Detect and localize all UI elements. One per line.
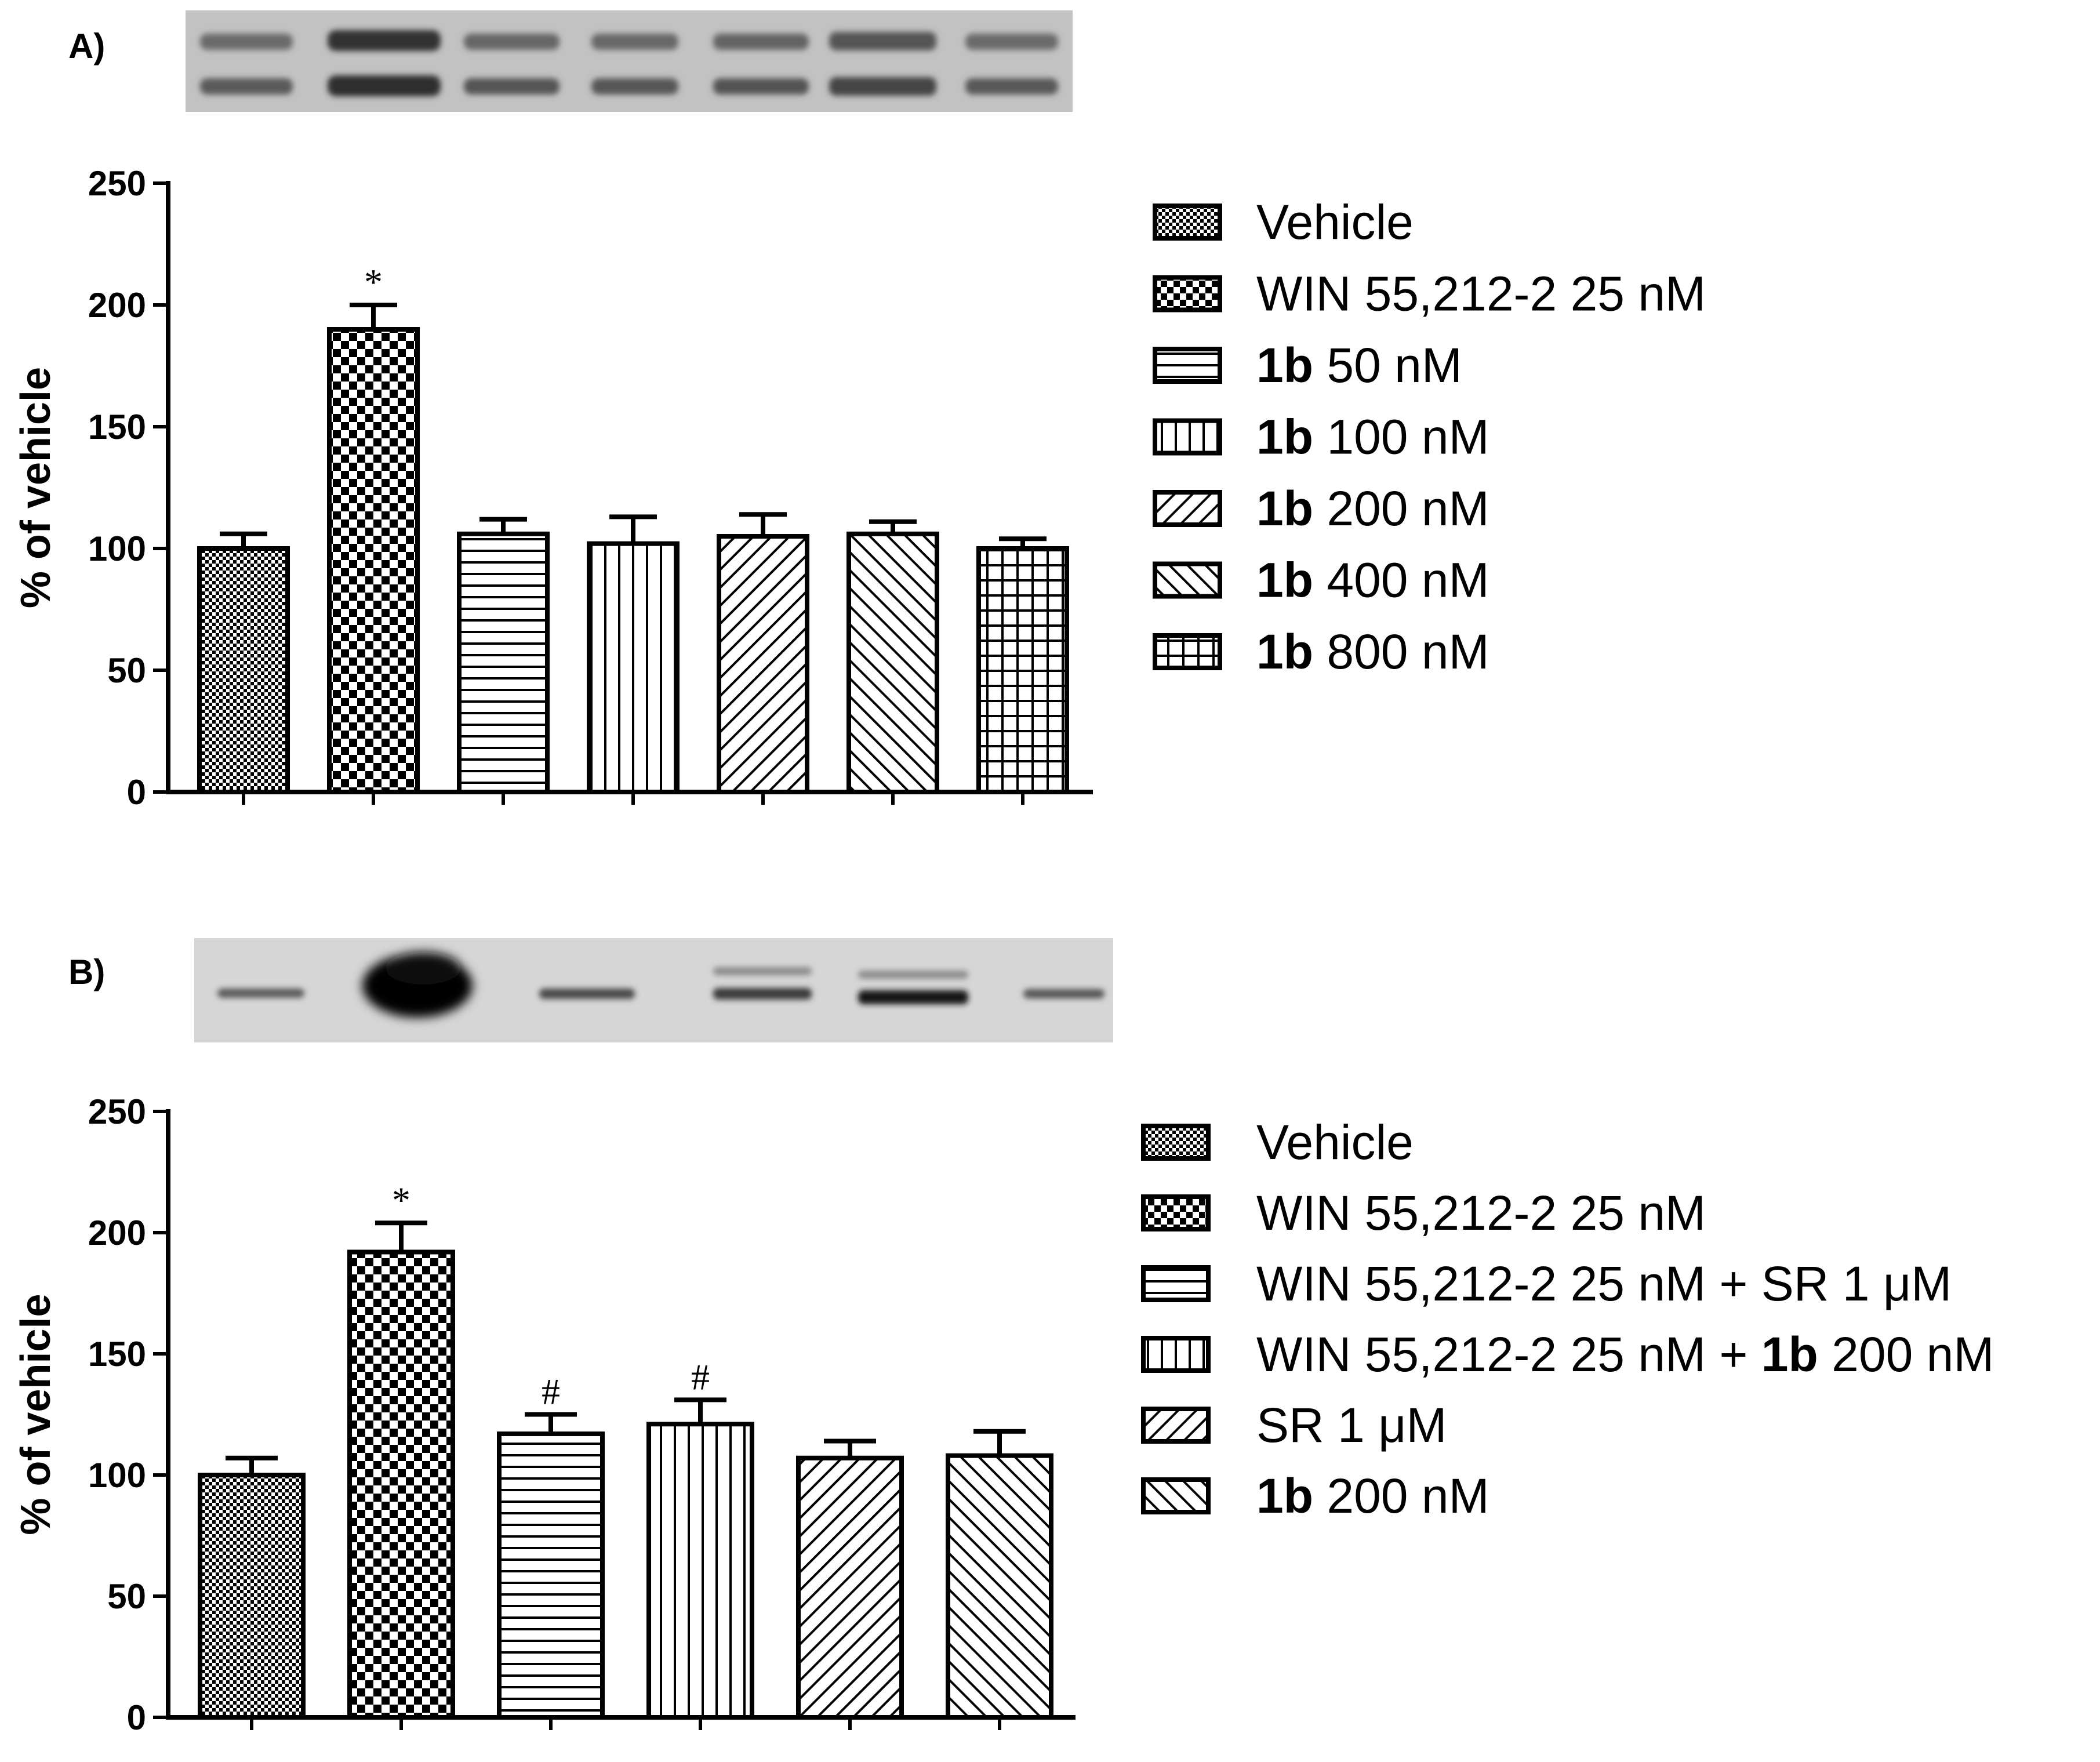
bar: [796, 1455, 904, 1720]
legend-swatch: [1141, 1336, 1211, 1373]
y-tick-label: 200: [88, 1214, 146, 1252]
legend-label: 1b 200 nM: [1256, 481, 1489, 536]
legend-label: WIN 55,212-2 25 nM: [1256, 1186, 1706, 1240]
legend-label: 1b 200 nM: [1256, 1469, 1489, 1523]
plot-b: * # #0 50 100 150 200 250 % of vehicle: [13, 1092, 1076, 1737]
y-tick-label: 250: [88, 1092, 146, 1131]
legend-b: Vehicle WIN 55,212-2 25 nM WIN 55,212-2 25…: [1141, 1115, 1994, 1523]
bar: [497, 1431, 605, 1720]
legend-label: 1b 50 nM: [1256, 338, 1462, 393]
western-blot-b: [194, 938, 1113, 1042]
legend-label: 1b 400 nM: [1256, 553, 1489, 608]
bar: [646, 1422, 754, 1720]
significance-label: *: [364, 261, 383, 303]
legend-swatch: [1141, 1194, 1211, 1231]
y-tick-label: 0: [127, 773, 146, 812]
y-tick-label: 200: [88, 286, 146, 325]
y-tick-label: 150: [88, 1335, 146, 1374]
y-axis-title: % of vehicle: [13, 1294, 59, 1535]
legend-label: WIN 55,212-2 25 nM + SR 1 μM: [1256, 1256, 1952, 1311]
y-tick-label: 250: [88, 164, 146, 203]
bar: [587, 541, 680, 794]
y-tick-label: 0: [127, 1698, 146, 1737]
bar: [457, 531, 550, 794]
legend-swatch: [1153, 418, 1222, 456]
legend-label: WIN 55,212-2 25 nM: [1256, 267, 1706, 321]
legend-swatch: [1153, 633, 1222, 670]
legend-label: Vehicle: [1256, 195, 1414, 249]
panel-label-a: A): [68, 27, 105, 66]
bar: [846, 531, 939, 794]
legend-swatch: [1141, 1477, 1211, 1514]
legend-swatch: [1141, 1124, 1211, 1161]
bar: [347, 1249, 455, 1720]
legend-swatch: [1153, 347, 1222, 384]
legend-label: WIN 55,212-2 25 nM + 1b 200 nM: [1256, 1327, 1994, 1382]
bar: [327, 327, 420, 794]
legend-label: 1b 800 nM: [1256, 624, 1489, 679]
plot-a: * 0 50 100 150 200 250 % of vehicle: [13, 164, 1093, 812]
y-tick-label: 150: [88, 408, 146, 446]
western-blot-a: [186, 10, 1073, 112]
legend-swatch: [1153, 204, 1222, 241]
legend-label: 1b 100 nM: [1256, 410, 1489, 464]
significance-label: #: [691, 1356, 710, 1397]
significance-label: *: [392, 1179, 410, 1220]
bar: [976, 546, 1069, 794]
y-tick-label: 50: [107, 1577, 146, 1616]
legend-swatch: [1153, 275, 1222, 313]
legend-swatch: [1141, 1265, 1211, 1302]
bar: [198, 1473, 306, 1720]
legend-swatch: [1153, 490, 1222, 527]
y-tick-label: 100: [88, 1456, 146, 1495]
y-tick-label: 50: [107, 651, 146, 690]
significance-label: #: [542, 1371, 560, 1412]
y-axis-title: % of vehicle: [13, 367, 59, 608]
bar: [197, 546, 290, 794]
legend-a: Vehicle WIN 55,212-2 25 nM 1b 50 nM 1b 100 …: [1153, 195, 1706, 679]
y-tick-label: 100: [88, 529, 146, 568]
legend-swatch: [1141, 1407, 1211, 1444]
legend-swatch: [1153, 561, 1222, 599]
bar: [946, 1453, 1053, 1720]
panel-label-b: B): [68, 953, 105, 991]
legend-label: Vehicle: [1256, 1115, 1414, 1169]
bar: [717, 534, 809, 794]
legend-label: SR 1 μM: [1256, 1398, 1447, 1452]
